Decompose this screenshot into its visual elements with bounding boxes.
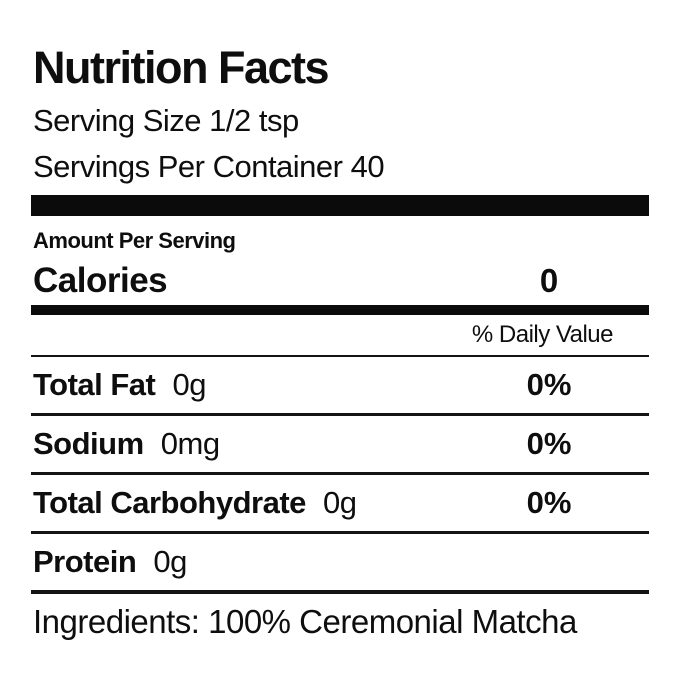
daily-value-header: % Daily Value [31,315,649,357]
label-body: Nutrition Facts Serving Size 1/2 tsp Ser… [31,45,649,650]
nutrient-label: Total Carbohydrate 0g [33,475,357,531]
calories-value: 0 [539,262,559,299]
nutrient-amount: 0g [172,367,207,402]
label-title: Nutrition Facts [33,42,330,93]
nutrient-name: Total Fat [33,367,156,402]
nutrient-row-total-fat: Total Fat 0g 0% [31,357,649,416]
nutrient-row-sodium: Sodium 0mg 0% [31,416,649,475]
nutrient-label: Sodium 0mg [33,416,220,472]
nutrient-name: Sodium [33,426,144,461]
nutrient-row-protein: Protein 0g [31,534,649,594]
divider-thick-mid [31,305,649,315]
nutrient-amount: 0mg [160,426,220,461]
nutrient-row-total-carbohydrate: Total Carbohydrate 0g 0% [31,475,649,534]
calories-row: Calories 0 [31,258,649,303]
nutrient-daily-value: 0% [526,367,572,402]
nutrient-amount: 0g [323,485,357,520]
serving-info: Serving Size 1/2 tsp Servings Per Contai… [31,98,649,190]
ingredients-text: Ingredients: 100% Ceremonial Matcha [33,603,577,640]
divider-thick-top [31,195,649,216]
nutrient-amount: 0g [153,544,187,579]
nutrient-daily-value: 0% [526,426,572,461]
nutrient-label: Protein 0g [33,534,187,590]
nutrient-name: Protein [33,544,137,579]
calories-label: Calories [33,261,168,300]
nutrient-label: Total Fat 0g [33,357,206,413]
serving-size-text: Serving Size 1/2 tsp [33,103,299,138]
nutrient-name: Total Carbohydrate [33,485,306,520]
nutrient-daily-value: 0% [526,485,572,520]
amount-per-serving-heading: Amount Per Serving [33,228,236,253]
servings-per-container-text: Servings Per Container 40 [33,149,385,184]
